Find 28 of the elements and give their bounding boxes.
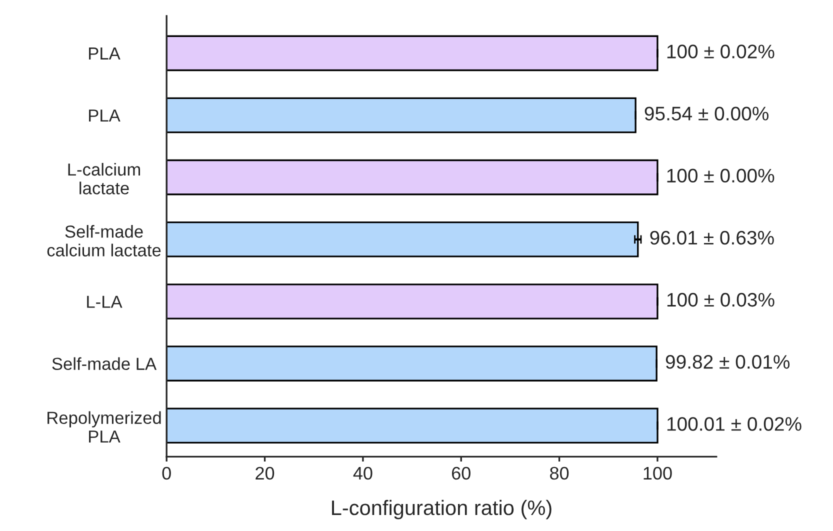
y-tick-label: Self-made calcium lactate — [47, 225, 161, 256]
data-label: 100 ± 0.02% — [667, 44, 774, 58]
data-label: 100.01 ± 0.02% — [667, 417, 802, 431]
y-tick-label: L-LA — [87, 296, 122, 308]
bar — [166, 221, 639, 258]
y-tick-label: L-calcium lactate — [68, 162, 140, 194]
data-label: 95.54 ± 0.00% — [644, 106, 768, 120]
x-tick-label: 100 — [644, 466, 672, 480]
bar — [166, 408, 658, 444]
x-axis-title: L-configuration ratio (%) — [332, 500, 552, 520]
bar — [166, 35, 658, 72]
x-tick-label: 40 — [353, 466, 372, 480]
data-label: 100 ± 0.03% — [667, 292, 774, 307]
y-tick-label: PLA — [89, 48, 120, 60]
data-label: 100 ± 0.00% — [667, 168, 774, 183]
y-tick-label: Self-made LA — [52, 357, 157, 370]
x-tick-label: 20 — [256, 466, 274, 480]
data-label: 96.01 ± 0.63% — [650, 230, 774, 245]
y-tick-label: Repolymerized PLA — [48, 411, 161, 443]
data-label: 99.82 ± 0.01% — [666, 355, 790, 369]
bar — [166, 284, 658, 320]
bar — [166, 346, 658, 382]
x-tick-label: 0 — [162, 466, 171, 480]
x-tick-label: 80 — [550, 466, 569, 480]
bar — [166, 159, 658, 196]
y-tick-label: PLA — [89, 110, 120, 122]
bar — [166, 97, 636, 134]
x-tick-label: 60 — [452, 466, 470, 480]
